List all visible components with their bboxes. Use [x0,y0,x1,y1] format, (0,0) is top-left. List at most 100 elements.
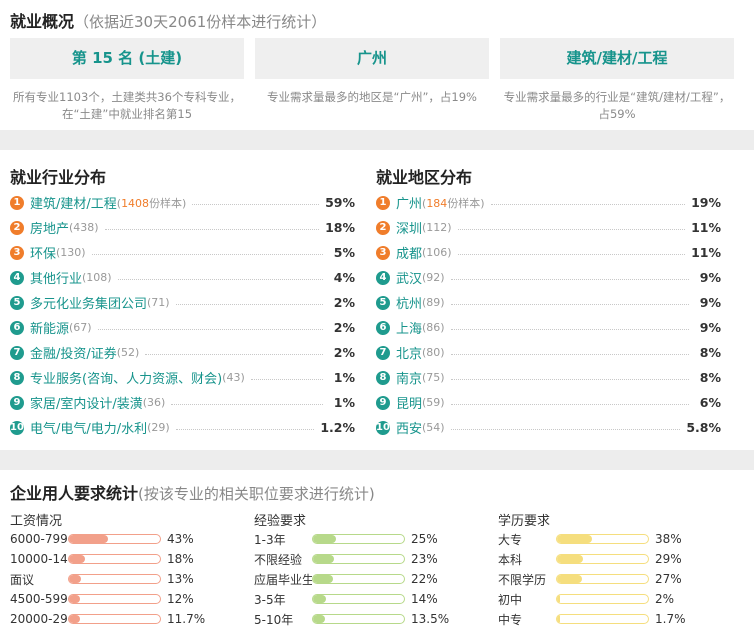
industry-row[interactable]: 8 专业服务(咨询、人力资源、财会) (43) 1% [10,365,355,390]
requirement-label: 面议 [10,572,35,587]
region-percent: 5.8% [686,420,721,435]
requirement-row: 3-5年 14% [254,589,494,609]
dotted-leader [450,404,689,405]
requirement-percent: 14% [411,592,438,606]
region-name[interactable]: 杭州 [396,297,423,312]
dotted-leader [171,404,323,405]
industry-name[interactable]: 环保 [30,247,57,262]
region-name[interactable]: 成都 [396,247,423,262]
industry-name[interactable]: 金融/投资/证券 [30,347,117,362]
requirement-bar [556,614,649,624]
region-name[interactable]: 广州 [396,197,423,212]
rank-number-badge: 5 [376,295,390,310]
requirement-bar-fill [69,575,81,583]
requirement-percent: 13.5% [411,612,450,626]
requirement-row: 中专 1.7% [498,609,738,629]
overview-subtitle: （依据近30天2061份样本进行统计） [74,13,327,31]
region-row[interactable]: 7 北京 (80) 8% [376,340,721,365]
region-row[interactable]: 1 广州 (184份样本) 19% [376,190,721,215]
industry-row[interactable]: 6 新能源 (67) 2% [10,315,355,340]
region-row[interactable]: 10 西安 (54) 5.8% [376,415,721,440]
requirement-percent: 22% [411,572,438,586]
overview-region-desc: 专业需求量最多的地区是“广州”，占19% [267,90,477,104]
industry-count: (438) [69,221,99,234]
industry-name[interactable]: 房地产 [30,222,70,237]
industry-name[interactable]: 多元化业务集团公司 [30,297,148,312]
dotted-leader [450,304,689,305]
industry-percent: 2% [333,295,355,310]
region-count: (86) [422,321,445,334]
region-row[interactable]: 9 昆明 (59) 6% [376,390,721,415]
requirement-bar [556,574,649,584]
industry-row[interactable]: 3 环保 (130) 5% [10,240,355,265]
dotted-leader [450,429,681,430]
industry-name[interactable]: 专业服务(咨询、人力资源、财会) [30,372,223,387]
region-name[interactable]: 昆明 [396,397,423,412]
industry-name[interactable]: 建筑/建材/工程 [30,197,117,212]
overview-rank-box: 第 15 名 (土建) [10,38,244,79]
region-name[interactable]: 西安 [396,422,423,437]
overview-title: 就业概况 [10,12,75,31]
industry-name[interactable]: 新能源 [30,322,70,337]
industry-percent: 1% [333,395,355,410]
rank-number-badge: 3 [10,245,24,260]
requirement-bar-fill [557,595,560,603]
requirement-percent: 38% [655,532,682,546]
dotted-leader [450,329,689,330]
region-percent: 9% [699,320,721,335]
requirement-percent: 1.7% [655,612,686,626]
requirement-bar [68,554,161,564]
region-name[interactable]: 北京 [396,347,423,362]
industry-row[interactable]: 9 家居/室内设计/装潢 (36) 1% [10,390,355,415]
requirement-label: 20000-299 [10,612,68,626]
rank-number-badge: 4 [10,270,24,285]
requirement-row: 5-10年 13.5% [254,609,494,629]
region-name[interactable]: 深圳 [396,222,423,237]
requirement-row: 本科 29% [498,549,738,569]
requirement-row: 不限经验 23% [254,549,494,569]
industry-row[interactable]: 7 金融/投资/证券 (52) 2% [10,340,355,365]
overview-industry-box: 建筑/建材/工程 [500,38,734,79]
region-row[interactable]: 3 成都 (106) 11% [376,240,721,265]
region-row[interactable]: 8 南京 (75) 8% [376,365,721,390]
requirement-row: 初中 2% [498,589,738,609]
region-count: (92) [422,271,445,284]
industry-name[interactable]: 其他行业 [30,272,83,287]
industry-row[interactable]: 1 建筑/建材/工程 (1408份样本) 59% [10,190,355,215]
industry-row[interactable]: 5 多元化业务集团公司 (71) 2% [10,290,355,315]
industry-count: (108) [82,271,112,284]
region-name[interactable]: 南京 [396,372,423,387]
region-row[interactable]: 6 上海 (86) 9% [376,315,721,340]
requirements-title: 企业用人要求统计 [10,484,139,503]
industry-name[interactable]: 家居/室内设计/装潢 [30,397,143,412]
industry-row[interactable]: 10 电气/电气/电力/水利 (29) 1.2% [10,415,355,440]
requirement-group-title: 学历要求 [498,514,551,529]
requirement-percent: 18% [167,552,194,566]
region-row[interactable]: 4 武汉 (92) 9% [376,265,721,290]
sample-count: 184 [426,196,448,210]
industry-row[interactable]: 2 房地产 (438) 18% [10,215,355,240]
requirement-group-title: 工资情况 [10,514,63,529]
overview-section: 就业概况（依据近30天2061份样本进行统计） 第 15 名 (土建) 广州 建… [0,0,754,130]
requirement-label: 10000-149 [10,552,68,566]
industry-row[interactable]: 4 其他行业 (108) 4% [10,265,355,290]
industry-name[interactable]: 电气/电气/电力/水利 [30,422,148,437]
requirement-bar [312,594,405,604]
region-row[interactable]: 2 深圳 (112) 11% [376,215,721,240]
industry-count: (1408份样本) [116,196,187,210]
dotted-leader [250,379,323,380]
dotted-leader [450,354,689,355]
region-count: (89) [422,296,445,309]
requirement-row: 不限学历 27% [498,569,738,589]
region-name[interactable]: 武汉 [396,272,423,287]
region-name[interactable]: 上海 [396,322,423,337]
region-count: (106) [422,246,452,259]
requirement-row: 10000-149 18% [10,549,250,569]
requirement-bar-fill [313,575,334,583]
rank-number-badge: 9 [10,395,24,410]
region-row[interactable]: 5 杭州 (89) 9% [376,290,721,315]
industry-count: (52) [116,346,140,359]
requirement-bar [68,534,161,544]
requirement-bar-fill [557,535,592,543]
requirement-percent: 43% [167,532,194,546]
